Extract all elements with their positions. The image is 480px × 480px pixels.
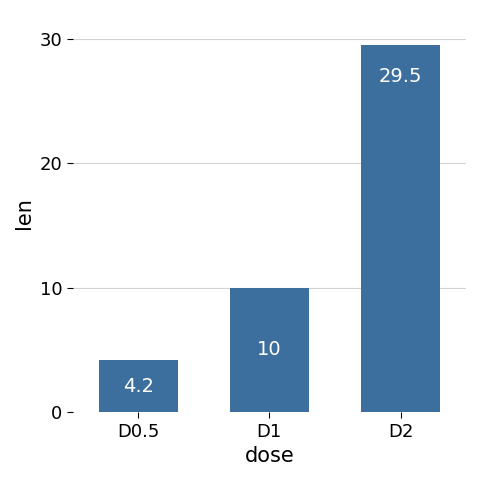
Y-axis label: len: len (14, 197, 34, 229)
Text: 29.5: 29.5 (379, 67, 422, 85)
Text: 4.2: 4.2 (123, 376, 154, 396)
Bar (99, 360, 178, 412)
Bar (361, 45, 440, 412)
X-axis label: dose: dose (244, 446, 294, 466)
Text: 10: 10 (257, 340, 282, 360)
Bar (230, 288, 309, 412)
